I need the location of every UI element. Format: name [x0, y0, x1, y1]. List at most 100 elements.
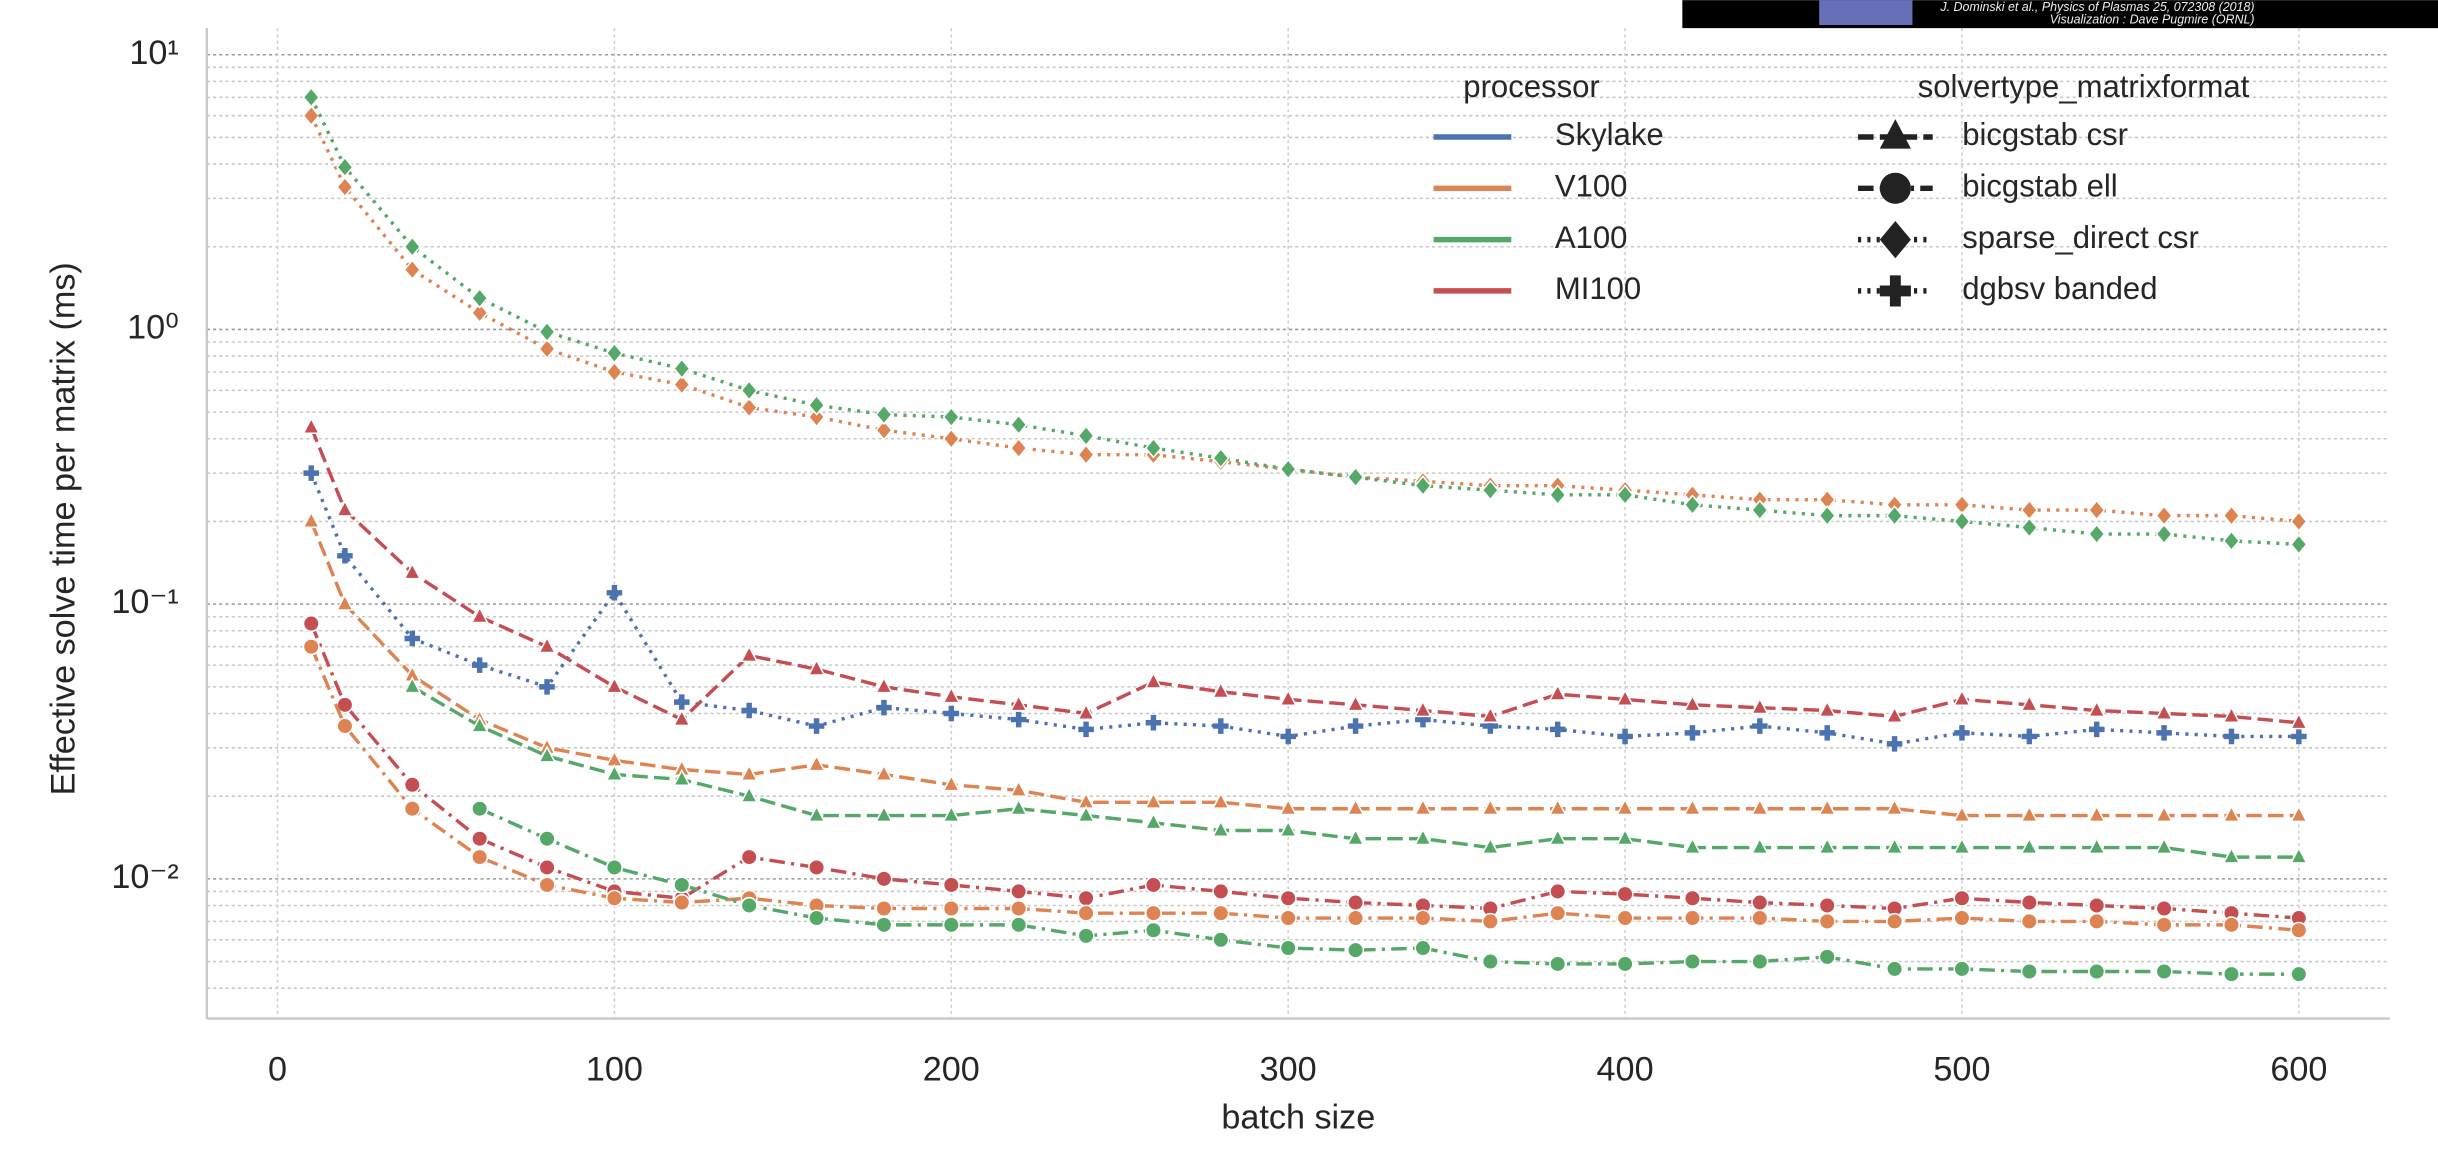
marker: [807, 394, 826, 416]
marker: [1144, 921, 1162, 939]
marker: [1211, 681, 1230, 699]
marker: [1077, 927, 1095, 945]
marker: [1818, 836, 1837, 855]
marker: [1616, 955, 1634, 973]
marker: [1481, 479, 1500, 501]
marker: [1413, 828, 1433, 846]
legend-label: MI100: [1555, 271, 1641, 306]
x-tick-label: 200: [923, 1050, 980, 1088]
x-tick-label: 0: [268, 1050, 287, 1088]
marker: [1010, 711, 1027, 728]
marker: [302, 86, 321, 108]
marker: [1818, 912, 1836, 930]
legend-label: A100: [1555, 220, 1628, 255]
marker: [470, 606, 489, 624]
marker: [1751, 909, 1769, 927]
marker: [1549, 955, 1567, 973]
x-tick-label: 600: [2270, 1050, 2327, 1088]
marker: [1548, 798, 1567, 816]
marker: [1616, 909, 1634, 927]
marker: [875, 404, 893, 426]
marker: [1885, 505, 1904, 527]
marker: [303, 465, 320, 481]
marker: [1144, 904, 1162, 922]
marker: [1415, 711, 1431, 728]
marker: [2222, 965, 2241, 983]
marker: [1818, 798, 1837, 816]
marker: [1009, 437, 1028, 459]
marker: [1280, 728, 1296, 745]
marker: [471, 848, 489, 866]
marker: [1683, 909, 1702, 927]
marker: [2020, 962, 2038, 981]
marker: [2020, 694, 2039, 712]
marker: [1750, 798, 1769, 816]
marker: [1954, 725, 1970, 741]
legend-label: dgbsv banded: [1962, 271, 2157, 306]
x-tick-label: 100: [586, 1050, 643, 1088]
marker: [1885, 798, 1904, 816]
marker: [336, 156, 354, 178]
marker: [1886, 912, 1904, 930]
x-tick-label: 500: [1933, 1050, 1990, 1088]
marker: [605, 342, 624, 364]
marker: [2087, 699, 2106, 718]
legend-title: solvertype_matrixformat: [1918, 69, 2250, 104]
marker: [538, 338, 556, 360]
marker: [2156, 725, 2172, 741]
marker: [2155, 804, 2174, 823]
marker: [538, 321, 556, 343]
marker: [1076, 702, 1096, 721]
y-tick-label: 10¹: [129, 34, 178, 72]
marker: [1076, 804, 1096, 823]
marker: [1077, 889, 1095, 907]
marker: [942, 876, 960, 894]
marker: [1414, 909, 1432, 927]
marker: [1346, 694, 1365, 712]
marker: [1279, 909, 1297, 927]
marker: [1952, 804, 1972, 823]
marker: [2087, 836, 2106, 855]
marker: [1144, 812, 1163, 830]
marker: [1347, 718, 1364, 734]
marker: [1879, 119, 1911, 149]
marker: [1279, 819, 1298, 838]
marker: [1212, 882, 1230, 900]
legend-label: Skylake: [1555, 117, 1664, 152]
marker: [539, 679, 555, 695]
marker: [2290, 510, 2308, 533]
marker: [1818, 896, 1836, 915]
marker: [672, 768, 691, 787]
marker: [403, 259, 422, 281]
marker: [605, 676, 624, 694]
marker: [1818, 505, 1836, 527]
marker: [874, 763, 893, 782]
marker: [1818, 699, 1837, 718]
marker: [1953, 510, 1971, 533]
marker: [538, 876, 556, 894]
marker: [2289, 846, 2308, 864]
marker: [673, 893, 691, 912]
marker: [2289, 804, 2308, 823]
marker: [1549, 882, 1567, 900]
marker: [1482, 718, 1499, 734]
marker: [1683, 494, 1702, 516]
marker: [741, 702, 757, 719]
marker: [1078, 721, 1094, 738]
marker: [1481, 952, 1499, 971]
marker: [740, 396, 758, 419]
marker: [337, 548, 353, 564]
marker: [2155, 962, 2173, 981]
marker: [808, 909, 826, 927]
marker: [403, 776, 421, 794]
marker: [2155, 836, 2174, 855]
marker: [1819, 725, 1835, 741]
marker: [1616, 798, 1635, 816]
marker: [1953, 889, 1971, 907]
marker: [1279, 889, 1297, 907]
marker: [1347, 941, 1365, 959]
marker: [302, 638, 320, 656]
marker: [2088, 896, 2106, 915]
marker: [942, 774, 961, 792]
marker: [1010, 882, 1028, 900]
